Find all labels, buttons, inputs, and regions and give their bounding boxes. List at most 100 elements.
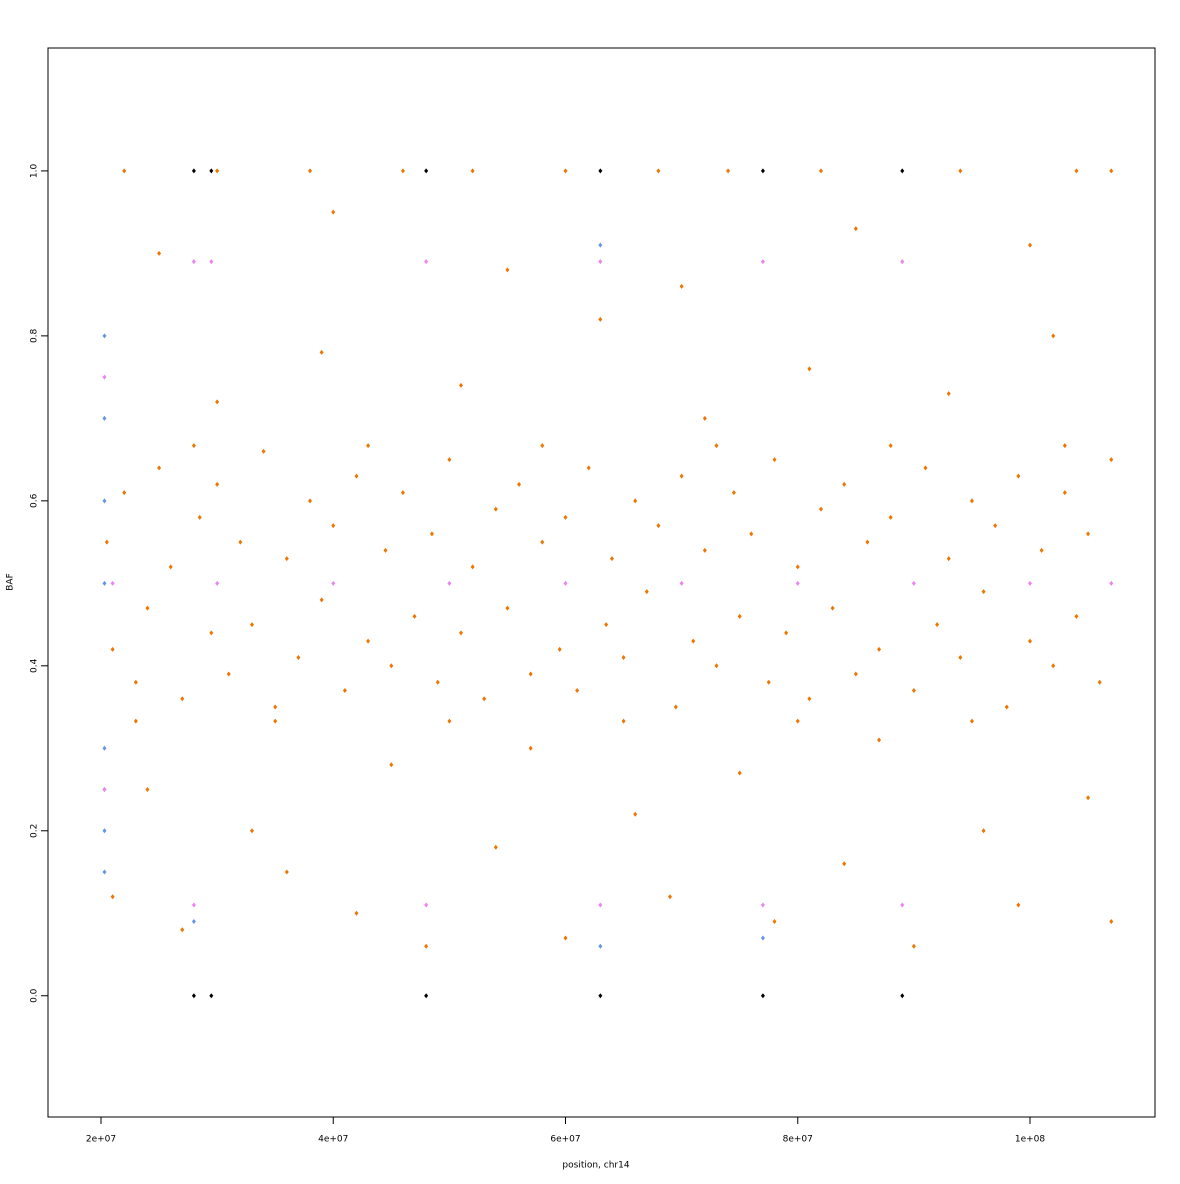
point <box>888 443 893 449</box>
point <box>598 902 603 908</box>
point <box>772 457 777 463</box>
point <box>656 168 661 174</box>
x-tick-label: 4e+07 <box>318 1135 348 1145</box>
point <box>981 589 986 595</box>
point <box>563 514 568 520</box>
point <box>911 688 916 694</box>
point <box>1028 242 1033 248</box>
point <box>993 523 998 529</box>
point <box>1074 168 1079 174</box>
point <box>946 556 951 562</box>
point <box>261 448 266 454</box>
point <box>586 465 591 471</box>
point <box>1086 795 1091 801</box>
point <box>191 902 196 908</box>
point <box>157 250 162 256</box>
point <box>122 490 127 496</box>
y-tick-label: 0.6 <box>30 493 40 508</box>
point <box>598 993 603 999</box>
point <box>923 465 928 471</box>
point <box>668 894 673 900</box>
point <box>877 646 882 652</box>
point <box>598 242 603 248</box>
point <box>102 828 107 834</box>
point <box>424 943 429 949</box>
point <box>102 869 107 875</box>
point <box>354 473 359 479</box>
point <box>458 630 463 636</box>
point <box>865 539 870 545</box>
point <box>470 564 475 570</box>
point <box>563 168 568 174</box>
point <box>853 226 858 232</box>
point <box>102 374 107 380</box>
point <box>1109 919 1114 925</box>
point <box>102 415 107 421</box>
x-tick-label: 1e+08 <box>1015 1135 1046 1145</box>
point <box>145 605 150 611</box>
point <box>412 613 417 619</box>
point <box>249 622 254 628</box>
point <box>911 943 916 949</box>
point <box>760 993 765 999</box>
point <box>563 935 568 941</box>
point <box>110 646 115 652</box>
point <box>691 638 696 644</box>
point <box>760 259 765 265</box>
point <box>1051 663 1056 669</box>
point <box>528 745 533 751</box>
point <box>133 679 138 685</box>
point <box>621 718 626 724</box>
point <box>900 259 905 265</box>
point <box>180 696 185 702</box>
point <box>702 415 707 421</box>
point <box>557 646 562 652</box>
point <box>102 580 107 586</box>
point <box>981 828 986 834</box>
point <box>807 366 812 372</box>
point <box>621 655 626 661</box>
point <box>447 718 452 724</box>
y-tick-label: 1.0 <box>30 163 40 178</box>
point <box>702 547 707 553</box>
point <box>760 935 765 941</box>
point <box>598 259 603 265</box>
x-axis-label: position, chr14 <box>562 1161 629 1171</box>
point <box>818 506 823 512</box>
point <box>429 531 434 537</box>
point <box>958 655 963 661</box>
point <box>366 443 371 449</box>
point <box>215 399 220 405</box>
point <box>1016 473 1021 479</box>
point <box>760 168 765 174</box>
point <box>749 531 754 537</box>
point <box>598 316 603 322</box>
y-tick-label: 0.0 <box>30 988 40 1003</box>
x-tick-label: 6e+07 <box>550 1135 580 1145</box>
point <box>424 993 429 999</box>
point <box>424 168 429 174</box>
point <box>935 622 940 628</box>
point <box>563 580 568 586</box>
point <box>1062 443 1067 449</box>
point <box>424 259 429 265</box>
point <box>331 523 336 529</box>
point <box>102 333 107 339</box>
point <box>679 473 684 479</box>
y-tick-label: 0.8 <box>30 328 40 343</box>
point <box>284 869 289 875</box>
point <box>308 168 313 174</box>
point <box>604 622 609 628</box>
point <box>389 762 394 768</box>
point <box>447 580 452 586</box>
point <box>1004 704 1009 710</box>
point <box>842 481 847 487</box>
point <box>1016 902 1021 908</box>
point <box>273 704 278 710</box>
point <box>296 655 301 661</box>
point <box>209 168 214 174</box>
point <box>1097 679 1102 685</box>
point <box>784 630 789 636</box>
point <box>470 168 475 174</box>
